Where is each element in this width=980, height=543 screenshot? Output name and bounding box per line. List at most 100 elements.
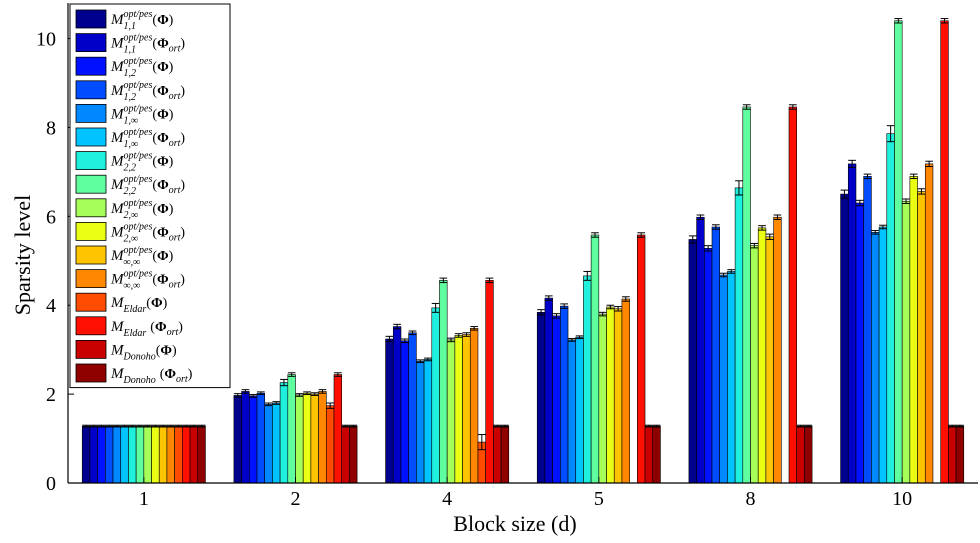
bar — [469, 328, 479, 484]
error-bar — [334, 372, 342, 377]
bar — [871, 232, 880, 484]
error-bar — [742, 104, 751, 110]
bar — [454, 335, 463, 484]
error-bar — [447, 337, 455, 343]
bar — [333, 374, 342, 484]
legend-swatch — [75, 56, 107, 76]
bar — [765, 236, 774, 484]
error-bar — [902, 198, 910, 204]
bar — [143, 425, 152, 484]
axes-layer — [67, 3, 978, 484]
y-tick-label: 10 — [36, 29, 56, 51]
error-bar — [287, 372, 296, 377]
bar — [392, 326, 402, 484]
bar — [272, 402, 281, 484]
legend-label: Mopt/pes ∞,∞ (Φort) — [110, 269, 185, 292]
bar — [264, 404, 273, 484]
error-bar — [439, 277, 448, 284]
bar — [310, 393, 319, 484]
bar — [249, 395, 258, 484]
x-tick-label: 4 — [442, 488, 452, 510]
error-bar — [840, 189, 849, 199]
error-bar — [925, 160, 933, 168]
bar — [182, 425, 191, 484]
error-bar — [758, 225, 766, 231]
error-bar — [190, 424, 198, 428]
x-axis-title: Block size (d) — [453, 511, 576, 536]
error-bar — [349, 424, 358, 428]
bar — [189, 425, 199, 484]
bar — [325, 405, 335, 484]
bar — [840, 193, 849, 484]
error-bar — [182, 424, 191, 428]
bar — [955, 425, 965, 484]
error-bar — [575, 335, 584, 340]
bar — [948, 425, 957, 484]
error-bar — [408, 330, 417, 336]
error-bar — [544, 295, 553, 301]
bar — [120, 425, 129, 484]
legend-swatch — [75, 151, 107, 171]
legend-label: Mopt/pes 1,1 (Φort) — [110, 33, 185, 56]
error-bar — [796, 424, 805, 428]
bar — [485, 280, 494, 484]
bar — [287, 374, 296, 484]
error-bar — [940, 18, 949, 24]
bar — [233, 395, 242, 484]
error-bar — [948, 424, 957, 428]
bar — [536, 312, 546, 484]
error-bar — [424, 357, 432, 362]
error-bar — [871, 230, 880, 235]
error-bar — [470, 326, 478, 331]
error-bar — [735, 180, 743, 196]
legend-label: Mopt/pes 2,2 (Φort) — [110, 174, 185, 197]
bar — [446, 339, 456, 484]
error-bar — [257, 391, 265, 396]
error-bar — [303, 391, 311, 396]
bar — [349, 425, 358, 484]
error-bar — [552, 313, 561, 319]
error-bar — [318, 389, 327, 394]
error-bar — [97, 424, 106, 428]
bar — [917, 191, 926, 484]
bar — [773, 216, 782, 484]
y-axis-title: Sparsity level — [10, 195, 35, 315]
bar — [500, 425, 510, 484]
error-bar — [773, 214, 782, 220]
bar — [128, 425, 137, 484]
bar — [613, 308, 623, 484]
error-bar — [233, 393, 242, 398]
bar — [135, 425, 145, 484]
error-bar — [120, 424, 129, 428]
x-tick-label: 8 — [746, 488, 756, 510]
y-tick-label: 8 — [46, 117, 56, 139]
bar — [606, 306, 615, 484]
legend-label: Mopt/pes 1,1 (Φ) — [110, 9, 174, 32]
legend-swatch — [75, 292, 107, 312]
y-tick-label: 0 — [46, 473, 56, 495]
bar — [734, 187, 744, 484]
error-bar — [159, 424, 167, 428]
legend-swatch — [75, 316, 107, 336]
x-tick-label: 2 — [291, 488, 301, 510]
bar — [688, 239, 697, 484]
legend-swatch — [75, 174, 107, 194]
legend-swatch — [75, 33, 107, 52]
error-bar — [765, 233, 774, 240]
bar — [750, 245, 759, 484]
bar — [901, 200, 911, 484]
legend-swatch — [75, 245, 107, 265]
legend-label: Mopt/pes ∞,∞ (Φ) — [110, 245, 174, 268]
bar — [431, 307, 440, 484]
x-tick-label: 10 — [892, 488, 912, 510]
bar — [166, 425, 175, 484]
error-bar — [310, 392, 319, 396]
legend-swatch — [75, 127, 107, 147]
bar — [256, 392, 265, 484]
legend-label: MEldar(Φ) — [110, 295, 168, 315]
bar — [158, 425, 168, 484]
error-bar — [393, 323, 401, 330]
bar — [89, 425, 98, 484]
error-bar — [614, 306, 622, 312]
error-bar — [863, 173, 872, 180]
